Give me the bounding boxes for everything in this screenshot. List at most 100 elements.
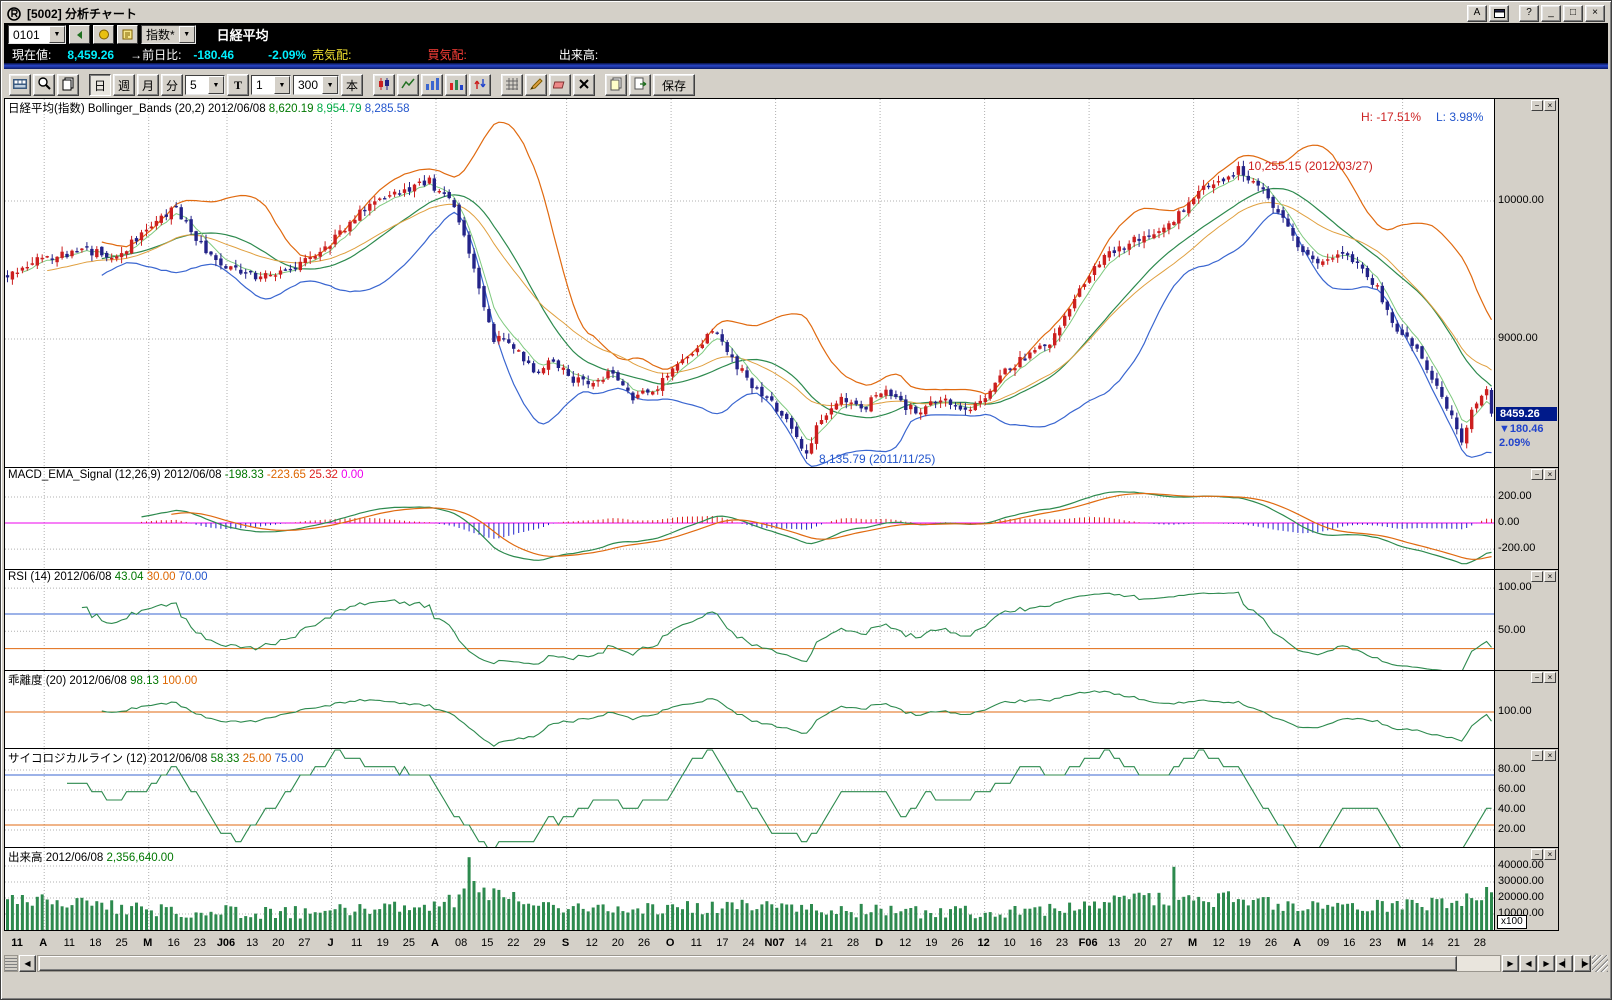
panel-close-button[interactable]: × — [1544, 849, 1556, 860]
symbol-code-input[interactable]: 0101 ▼ — [8, 25, 66, 44]
period-minute-button[interactable]: 分 — [161, 74, 183, 96]
chevron-down-icon[interactable]: ▼ — [178, 26, 195, 43]
x-axis-tick-label: 11 — [63, 937, 75, 949]
panel-minimize-button[interactable]: − — [1531, 100, 1543, 111]
close-button[interactable]: × — [1585, 4, 1605, 22]
axis-tick-label: 40.00 — [1498, 803, 1526, 815]
copy-chart-button[interactable] — [57, 74, 79, 96]
nav-first-button[interactable]: ◀▏ — [1556, 955, 1573, 972]
macd-plot[interactable] — [5, 468, 1494, 569]
export-button[interactable] — [629, 74, 652, 96]
panel-close-button[interactable]: × — [1544, 571, 1556, 582]
nav-last-button[interactable]: ▕▶ — [1574, 955, 1591, 972]
svg-text:L: 3.98%: L: 3.98% — [1436, 110, 1484, 124]
volume-plot[interactable] — [5, 848, 1494, 930]
panel-minimize-button[interactable]: − — [1531, 672, 1543, 683]
x-icon — [578, 78, 590, 93]
panel-close-button[interactable]: × — [1544, 469, 1556, 480]
grid-toggle-button[interactable] — [501, 74, 524, 96]
scroll-right-button[interactable]: ▶ — [1502, 955, 1519, 972]
chevron-down-icon[interactable]: ▼ — [208, 76, 224, 94]
volume-axis: 40000.00 30000.00 20000.00 10000.00 x100 — [1494, 848, 1558, 930]
save-button[interactable]: 保存 — [653, 74, 696, 96]
kairi-panel-header: 乖離度 (20) 2012/06/08 98.13 100.00 — [8, 675, 198, 687]
nav-next-button[interactable]: ▶ — [1538, 955, 1555, 972]
price-plot[interactable]: 10,255.15 (2012/03/27) 8,135.79 (2011/11/… — [5, 99, 1494, 467]
panel-minimize-button[interactable]: − — [1531, 750, 1543, 761]
x-axis-tick-label: 24 — [742, 937, 755, 949]
bars-unit-button[interactable]: 本 — [341, 74, 364, 96]
volume-overlay-button[interactable] — [445, 74, 468, 96]
eraser-button[interactable] — [549, 74, 572, 96]
help-button[interactable]: ? — [1519, 4, 1539, 22]
axis-tick-label: 10000.00 — [1498, 193, 1544, 206]
panel-close-button[interactable]: × — [1544, 672, 1556, 683]
period-day-button[interactable]: 日 — [89, 74, 111, 96]
x-axis-tick-label: J — [327, 937, 334, 949]
draw-line-button[interactable] — [525, 74, 548, 96]
axis-tick-label: 9000.00 — [1498, 331, 1538, 344]
tick-button[interactable]: T — [227, 74, 249, 96]
period-week-button[interactable]: 週 — [113, 74, 135, 96]
history-back-icon-button[interactable] — [69, 25, 90, 44]
scrollbar-track[interactable] — [37, 955, 1501, 972]
panel-minimize-button[interactable]: − — [1531, 849, 1543, 860]
rsi-panel-header: RSI (14) 2012/06/08 43.04 30.00 70.00 — [8, 571, 208, 583]
x-axis-tick-label: 11 — [11, 937, 23, 949]
axis-tick-label: 200.00 — [1498, 490, 1532, 502]
bar-chart-type-button[interactable] — [421, 74, 444, 96]
minute-interval-select[interactable]: 5 ▼ — [185, 75, 225, 95]
psychological-plot[interactable] — [5, 749, 1494, 847]
bar-chart-icon — [425, 77, 440, 94]
panel-minimize-button[interactable]: − — [1531, 469, 1543, 480]
minimize-button[interactable]: _ — [1541, 4, 1561, 22]
x-axis-tick-label: 19 — [925, 937, 938, 949]
kairi-plot[interactable] — [5, 671, 1494, 748]
panel-close-button[interactable]: × — [1544, 750, 1556, 761]
axis-tick-label: 50.00 — [1498, 624, 1526, 637]
nav-prev-button[interactable]: ◀ — [1520, 955, 1537, 972]
svg-text:H: -17.51%: H: -17.51% — [1361, 110, 1421, 124]
zoom-button[interactable] — [33, 74, 55, 96]
price-panel-header: 日経平均(指数) Bollinger_Bands (20,2) 2012/06/… — [8, 103, 410, 115]
line-chart-icon — [400, 77, 416, 94]
app-logo-icon — [7, 6, 22, 21]
bid-label: 買気配: — [427, 48, 467, 62]
restore-button[interactable]: □ — [1563, 4, 1583, 22]
current-price-value: 8,459.26 — [67, 47, 115, 62]
page-arrow-icon — [633, 77, 647, 94]
compare-button[interactable] — [469, 74, 492, 96]
x-axis-tick-label: F06 — [1078, 937, 1098, 949]
a-button[interactable]: A — [1467, 4, 1487, 22]
chevron-down-icon[interactable]: ▼ — [49, 26, 65, 43]
panel-minimize-button[interactable]: − — [1531, 571, 1543, 582]
panel-price-chart: 10,255.15 (2012/03/27) 8,135.79 (2011/11/… — [5, 99, 1558, 468]
copy-image-button[interactable] — [605, 74, 628, 96]
scrollbar-thumb[interactable] — [39, 956, 1458, 971]
line-chart-type-button[interactable] — [397, 74, 420, 96]
chevron-down-icon[interactable]: ▼ — [274, 76, 290, 94]
scroll-left-button[interactable]: ◀ — [19, 955, 36, 972]
register-icon-button[interactable] — [93, 25, 114, 44]
symbol-type-select[interactable]: 指数* ▼ — [141, 25, 196, 44]
resize-grip[interactable] — [1592, 955, 1608, 972]
symbol-toolbar: 0101 ▼ 指数* ▼ 日経平均 — [4, 23, 1608, 46]
panel-close-button[interactable]: × — [1544, 100, 1556, 111]
x-axis-tick-label: 26 — [1264, 937, 1278, 949]
x-axis-tick-label: 12 — [977, 937, 990, 949]
splitter-handle[interactable] — [4, 955, 18, 972]
delete-drawing-button[interactable] — [573, 74, 596, 96]
memo-icon-button[interactable] — [117, 25, 138, 44]
candlestick-type-button[interactable] — [373, 74, 396, 96]
kairi-axis: 100.00 — [1494, 671, 1558, 748]
rsi-plot[interactable] — [5, 570, 1494, 670]
chart-settings-button[interactable] — [9, 74, 31, 96]
x-axis-tick-label: 14 — [1421, 937, 1434, 949]
period-month-button[interactable]: 月 — [137, 74, 159, 96]
bar-interval-select[interactable]: 1 ▼ — [251, 75, 291, 95]
window-mode-button[interactable] — [1489, 4, 1509, 22]
change-percent: -2.09% — [268, 47, 307, 62]
chevron-down-icon[interactable]: ▼ — [322, 76, 339, 94]
x-axis-tick-label: 25 — [402, 937, 416, 949]
bar-count-select[interactable]: 300 ▼ — [293, 75, 340, 95]
